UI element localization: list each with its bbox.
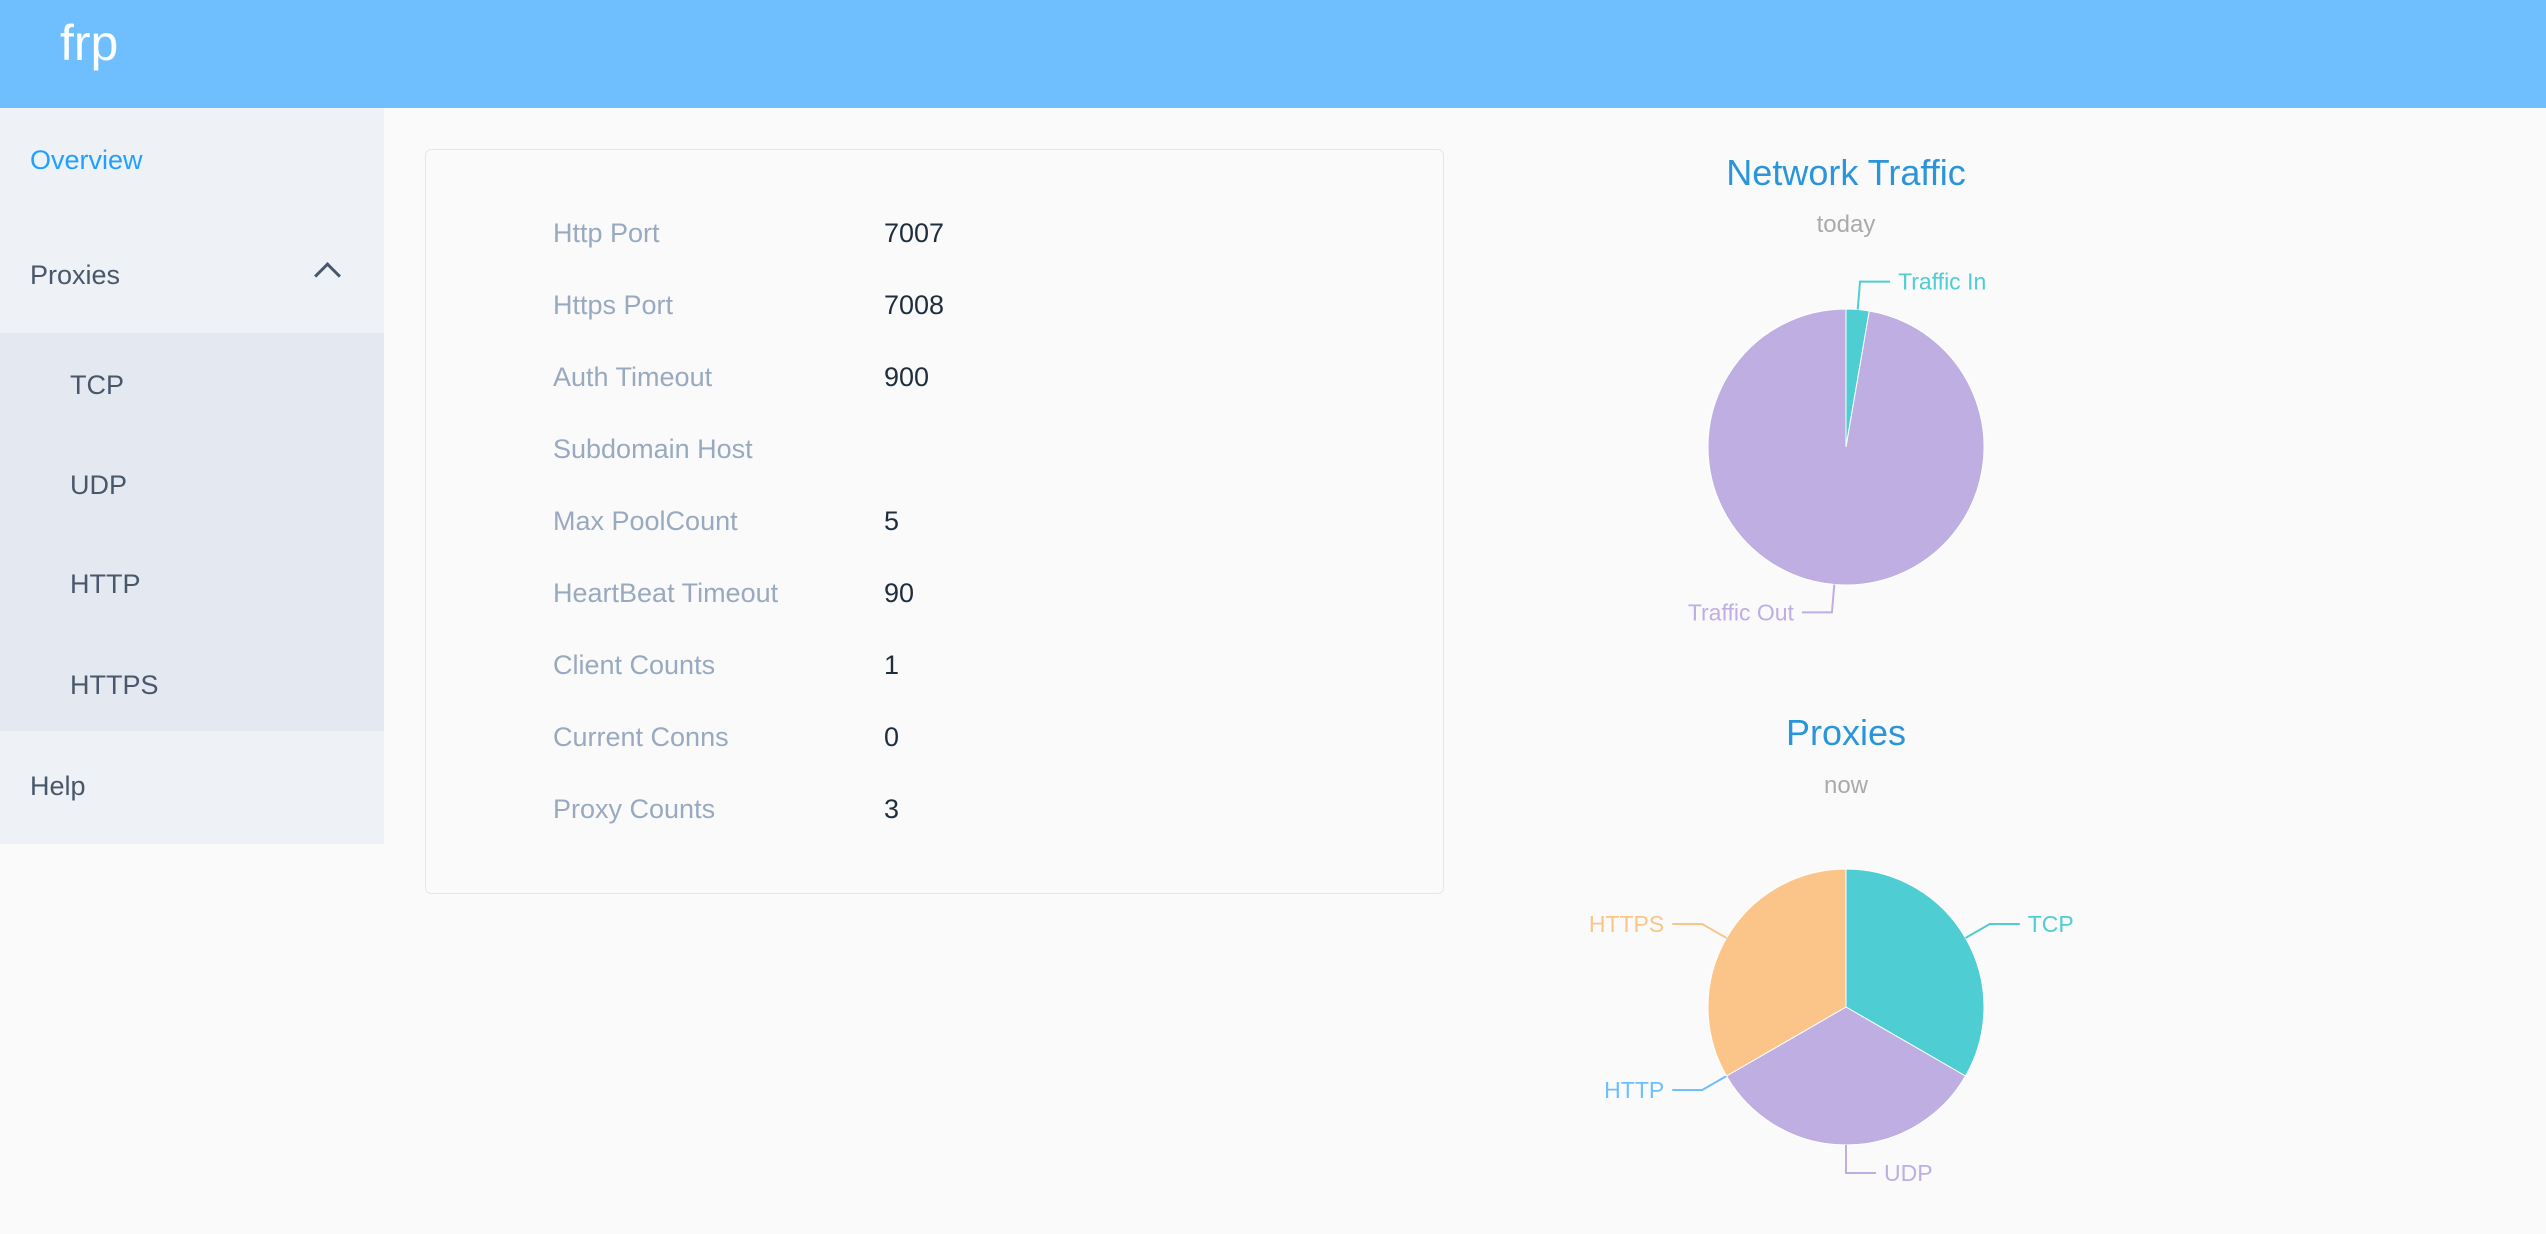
- pie-label-udp: UDP: [1884, 1160, 1933, 1186]
- sidebar-item-help[interactable]: Help: [30, 771, 86, 801]
- sidebar-item-https[interactable]: HTTPS: [70, 670, 159, 700]
- sidebar-item-http[interactable]: HTTP: [70, 569, 141, 599]
- server-info-card: Http Port 7007 Https Port 7008 Auth Timeou…: [425, 149, 1444, 894]
- label-leader-line: [1856, 280, 1891, 310]
- label-leader-line: [1965, 923, 2020, 939]
- sidebar-item-overview[interactable]: Overview: [30, 145, 143, 175]
- info-label: Current Conns: [553, 722, 729, 752]
- top-header: frp: [0, 0, 2546, 108]
- traffic-chart-subtitle: today: [1816, 211, 1876, 238]
- pie-label-traffic-in: Traffic In: [1898, 269, 1986, 295]
- pie-label-http: HTTP: [1604, 1077, 1664, 1103]
- info-value: 5: [884, 506, 900, 536]
- info-label: Http Port: [553, 218, 660, 248]
- sidebar: Overview Proxies TCP UDP HTTP HTTPS Help: [0, 108, 384, 844]
- info-label: Proxy Counts: [553, 794, 716, 824]
- brand-logo[interactable]: frp: [60, 15, 119, 71]
- info-label: Max PoolCount: [553, 506, 738, 536]
- pie-slice-traffic-out[interactable]: [1707, 308, 1985, 586]
- sidebar-item-proxies[interactable]: Proxies: [30, 260, 350, 291]
- proxies-chart-title: Proxies: [1785, 712, 1907, 753]
- label-leader-line: [1845, 1145, 1876, 1174]
- sidebar-item-tcp[interactable]: TCP: [70, 370, 124, 400]
- pie-label-https: HTTPS: [1589, 911, 1664, 937]
- info-value: 1: [884, 650, 900, 680]
- sidebar-item-label: Proxies: [30, 260, 121, 290]
- sidebar-item-udp[interactable]: UDP: [70, 470, 128, 500]
- pie-slice-https[interactable]: [1707, 868, 1847, 1077]
- proxies-submenu: TCP UDP HTTP HTTPS: [0, 333, 384, 731]
- proxies-chart-subtitle: now: [1823, 772, 1869, 799]
- info-value: 0: [884, 722, 900, 752]
- pie-slice-udp[interactable]: [1725, 1006, 1967, 1146]
- info-value: 90: [884, 578, 915, 608]
- info-value: 7007: [884, 218, 945, 248]
- info-label: HeartBeat Timeout: [553, 578, 779, 608]
- pie-slice-tcp[interactable]: [1845, 868, 1985, 1077]
- info-value: 900: [884, 362, 930, 392]
- info-value: 7008: [884, 290, 945, 320]
- info-label: Https Port: [553, 290, 674, 320]
- traffic-chart-title: Network Traffic: [1726, 152, 1966, 193]
- pie-label-tcp: TCP: [2028, 911, 2074, 937]
- label-leader-line: [1672, 923, 1727, 939]
- pie-label-traffic-out: Traffic Out: [1688, 599, 1795, 625]
- label-leader-line: [1801, 584, 1836, 614]
- info-label: Client Counts: [553, 650, 716, 680]
- info-label: Subdomain Host: [553, 434, 753, 464]
- info-label: Auth Timeout: [553, 362, 713, 392]
- info-value: 3: [884, 794, 900, 824]
- label-leader-line: [1672, 1075, 1727, 1091]
